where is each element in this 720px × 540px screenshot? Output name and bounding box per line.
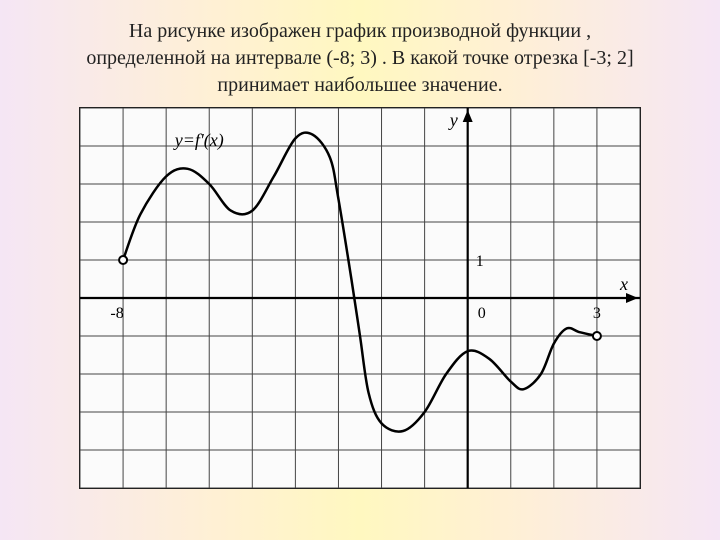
svg-text:-8: -8 xyxy=(110,305,123,322)
curve xyxy=(119,133,601,432)
svg-text:y: y xyxy=(448,110,458,130)
svg-text:x: x xyxy=(619,274,628,294)
axis-labels: 0 x y 1 y=f'(x) -8 3 xyxy=(110,110,628,322)
title-line-1: На рисунке изображен график производной … xyxy=(129,20,591,42)
svg-text:0: 0 xyxy=(478,305,486,322)
title-line-3: принимает наибольшее значение. xyxy=(217,74,502,96)
axes xyxy=(80,108,640,488)
svg-text:y=f'(x): y=f'(x) xyxy=(173,130,224,151)
chart-svg: 0 x y 1 y=f'(x) -8 3 xyxy=(80,108,640,488)
title-line-2: определенной на интервале (-8; 3) . В ка… xyxy=(86,47,633,69)
problem-title: На рисунке изображен график производной … xyxy=(0,0,720,107)
svg-text:1: 1 xyxy=(476,253,484,270)
derivative-chart: 0 x y 1 y=f'(x) -8 3 xyxy=(79,107,641,489)
svg-text:3: 3 xyxy=(593,305,601,322)
